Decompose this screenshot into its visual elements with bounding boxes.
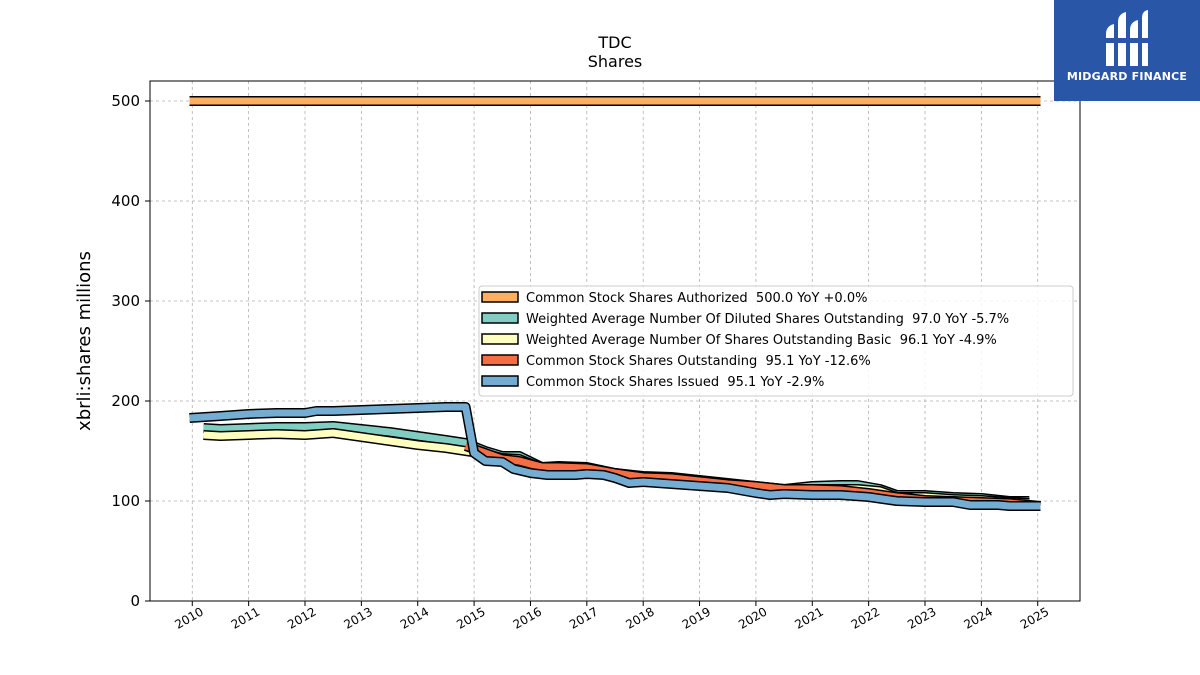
x-tick-label: 2017 (567, 604, 600, 631)
legend-entry: Common Stock Shares Issued 95.1 YoY -2.9… (526, 375, 824, 390)
y-tick-label: 200 (111, 392, 140, 410)
legend-swatch (481, 291, 519, 303)
x-tick-label: 2025 (1018, 604, 1051, 631)
x-tick-label: 2018 (623, 604, 656, 631)
legend-swatch (481, 375, 519, 387)
x-tick-label: 2016 (511, 604, 544, 631)
chart-title: TDC (597, 33, 631, 52)
series-4 (189, 402, 1041, 511)
midgard-finance-logo: MIDGARD FINANCE (1054, 0, 1200, 101)
x-tick-label: 2013 (342, 604, 375, 631)
x-tick-label: 2019 (680, 604, 713, 631)
series-2 (203, 428, 1030, 508)
x-tick-label: 2024 (962, 604, 995, 631)
x-tick-label: 2014 (398, 604, 431, 631)
legend-entry: Common Stock Shares Authorized 500.0 YoY… (526, 291, 867, 306)
x-tick-label: 2022 (849, 604, 882, 631)
legend-swatch (481, 333, 519, 345)
x-tick-label: 2010 (172, 604, 205, 631)
legend-entry: Common Stock Shares Outstanding 95.1 YoY… (526, 354, 871, 369)
x-tick-label: 2021 (792, 604, 825, 631)
legend-entry: Weighted Average Number Of Diluted Share… (526, 312, 1009, 327)
y-tick-label: 100 (111, 492, 140, 510)
x-tick-label: 2020 (736, 604, 769, 631)
y-tick-label: 0 (130, 592, 140, 610)
legend-swatch (481, 354, 519, 366)
brand-name: MIDGARD FINANCE (1066, 70, 1188, 83)
midgard-logo-icon (1104, 10, 1150, 66)
legend-box (478, 285, 1074, 397)
chart-legend: Common Stock Shares Authorized 500.0 YoY… (478, 285, 1074, 397)
x-tick-label: 2011 (229, 604, 262, 631)
series-line (189, 403, 1041, 510)
y-tick-label: 400 (111, 192, 140, 210)
y-axis-label: xbrli:shares millions (74, 251, 95, 431)
chart-subtitle: Shares (588, 52, 643, 71)
legend-entry: Weighted Average Number Of Shares Outsta… (526, 333, 997, 348)
x-tick-label: 2023 (905, 604, 938, 631)
y-tick-label: 500 (111, 92, 140, 110)
legend-swatch (481, 312, 519, 324)
series-layer (189, 96, 1041, 511)
plot-frame (149, 80, 1081, 602)
series-line-outline (203, 428, 1030, 508)
y-tick-label: 300 (111, 292, 140, 310)
x-tick-label: 2015 (454, 604, 487, 631)
x-tick-label: 2012 (285, 604, 318, 631)
